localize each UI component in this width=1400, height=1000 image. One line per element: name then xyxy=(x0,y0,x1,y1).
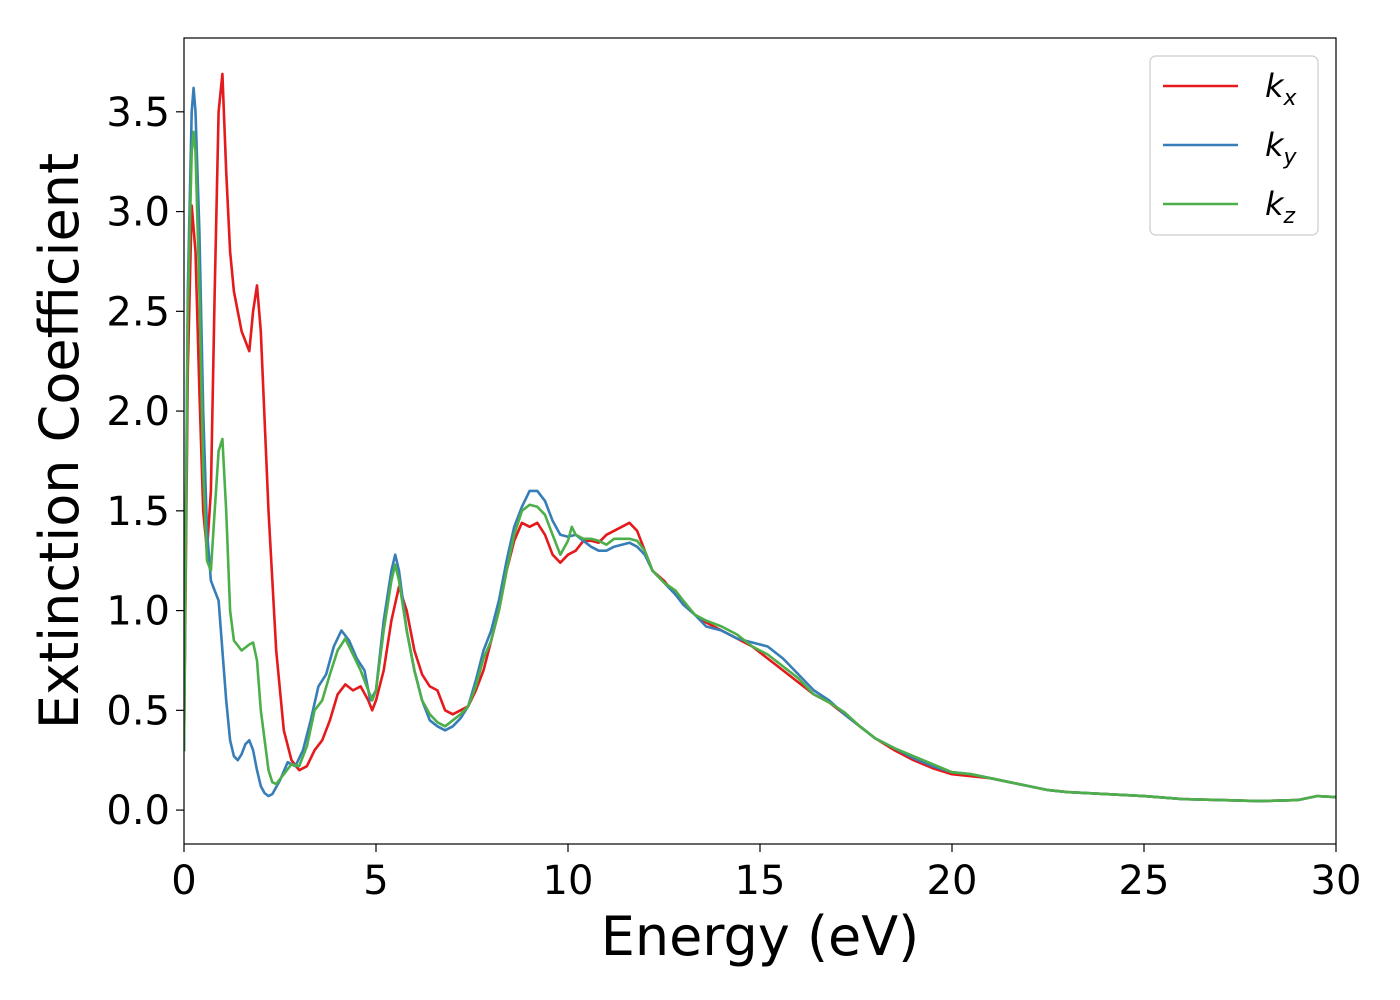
y-tick-label: 1.5 xyxy=(106,489,170,535)
legend-label-kz: kz xyxy=(1265,185,1296,229)
series-layer xyxy=(184,72,1336,803)
y-tick-label: 0.0 xyxy=(106,788,170,834)
y-tick-label: 3.0 xyxy=(106,190,170,236)
x-tick-label: 15 xyxy=(735,858,786,904)
y-tick-label: 3.5 xyxy=(106,90,170,136)
y-tick-label: 2.5 xyxy=(106,289,170,335)
legend-label-kx: kx xyxy=(1265,67,1298,111)
series-line-kz xyxy=(184,130,1336,803)
x-tick-label: 5 xyxy=(363,858,388,904)
x-tick-label: 30 xyxy=(1311,858,1362,904)
x-tick-label: 0 xyxy=(171,858,196,904)
y-axis-title: Extinction Coefficient xyxy=(28,153,91,729)
x-axis: 0 5 10 15 20 25 30 xyxy=(171,844,1361,904)
x-axis-title: Energy (eV) xyxy=(601,905,920,968)
y-axis: 0.0 0.5 1.0 1.5 2.0 2.5 3.0 3.5 xyxy=(106,90,184,834)
x-tick-label: 10 xyxy=(543,858,594,904)
x-tick-label: 20 xyxy=(927,858,978,904)
legend: kx ky kz xyxy=(1149,55,1319,236)
y-tick-label: 0.5 xyxy=(106,688,170,734)
x-tick-label: 25 xyxy=(1119,858,1170,904)
y-tick-label: 1.0 xyxy=(106,589,170,635)
legend-label-ky: ky xyxy=(1265,126,1298,170)
y-tick-label: 2.0 xyxy=(106,389,170,435)
